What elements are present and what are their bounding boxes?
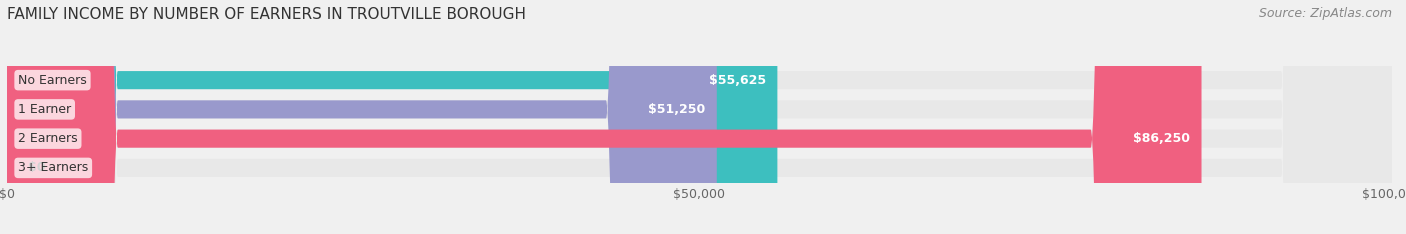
Text: 2 Earners: 2 Earners [18,132,77,145]
Text: No Earners: No Earners [18,74,87,87]
Text: FAMILY INCOME BY NUMBER OF EARNERS IN TROUTVILLE BOROUGH: FAMILY INCOME BY NUMBER OF EARNERS IN TR… [7,7,526,22]
Text: 3+ Earners: 3+ Earners [18,161,89,174]
Text: 1 Earner: 1 Earner [18,103,72,116]
FancyBboxPatch shape [7,0,1202,234]
FancyBboxPatch shape [7,0,717,234]
FancyBboxPatch shape [7,0,1392,234]
Text: $0: $0 [28,161,45,174]
Text: $86,250: $86,250 [1133,132,1191,145]
Text: Source: ZipAtlas.com: Source: ZipAtlas.com [1258,7,1392,20]
FancyBboxPatch shape [7,0,1392,234]
FancyBboxPatch shape [7,0,1392,234]
FancyBboxPatch shape [7,0,778,234]
Text: $51,250: $51,250 [648,103,706,116]
Text: $55,625: $55,625 [709,74,766,87]
FancyBboxPatch shape [7,0,1392,234]
